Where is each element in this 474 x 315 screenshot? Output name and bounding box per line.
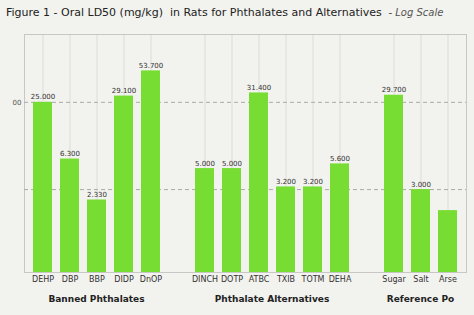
svg-text:Banned Phthalates: Banned Phthalates	[48, 294, 144, 304]
svg-text:29.100: 29.100	[112, 87, 137, 95]
svg-text:DBP: DBP	[62, 275, 79, 284]
svg-text:31.400: 31.400	[247, 84, 272, 92]
svg-text:6.300: 6.300	[60, 150, 80, 158]
svg-text:5.000: 5.000	[195, 160, 215, 168]
svg-text:Arse: Arse	[439, 275, 457, 284]
svg-text:25.000: 25.000	[31, 94, 56, 102]
svg-text:Reference Po: Reference Po	[387, 294, 454, 304]
svg-text:DIDP: DIDP	[114, 275, 134, 284]
svg-text:00: 00	[13, 99, 22, 107]
svg-text:DOTP: DOTP	[221, 275, 243, 284]
svg-text:2.330: 2.330	[87, 191, 107, 199]
svg-text:DnOP: DnOP	[140, 275, 163, 284]
svg-text:5.000: 5.000	[222, 160, 242, 168]
html-text:Figure 1 - Oral LD50 (mg/kg) i: Figure 1 - Oral LD50 (mg/kg) in Rats for…	[6, 6, 444, 19]
svg-text:Salt: Salt	[413, 275, 428, 284]
svg-text:BBP: BBP	[89, 275, 105, 284]
svg-text:29.700: 29.700	[382, 87, 407, 95]
svg-text:DINCH: DINCH	[192, 275, 218, 284]
svg-text:ATBC: ATBC	[249, 275, 270, 284]
svg-text:Sugar: Sugar	[382, 275, 406, 284]
svg-text:DEHA: DEHA	[329, 275, 352, 284]
svg-text:3.000: 3.000	[411, 181, 431, 189]
svg-text:TOTM: TOTM	[301, 275, 325, 284]
svg-text:DEHP: DEHP	[32, 275, 54, 284]
svg-text:3.200: 3.200	[303, 178, 323, 186]
svg-text:3.200: 3.200	[276, 178, 296, 186]
svg-text:TXIB: TXIB	[276, 275, 295, 284]
svg-text:5.600: 5.600	[330, 155, 350, 163]
svg-text:Phthalate Alternatives: Phthalate Alternatives	[215, 294, 330, 304]
svg-text:53.700: 53.700	[139, 62, 164, 70]
